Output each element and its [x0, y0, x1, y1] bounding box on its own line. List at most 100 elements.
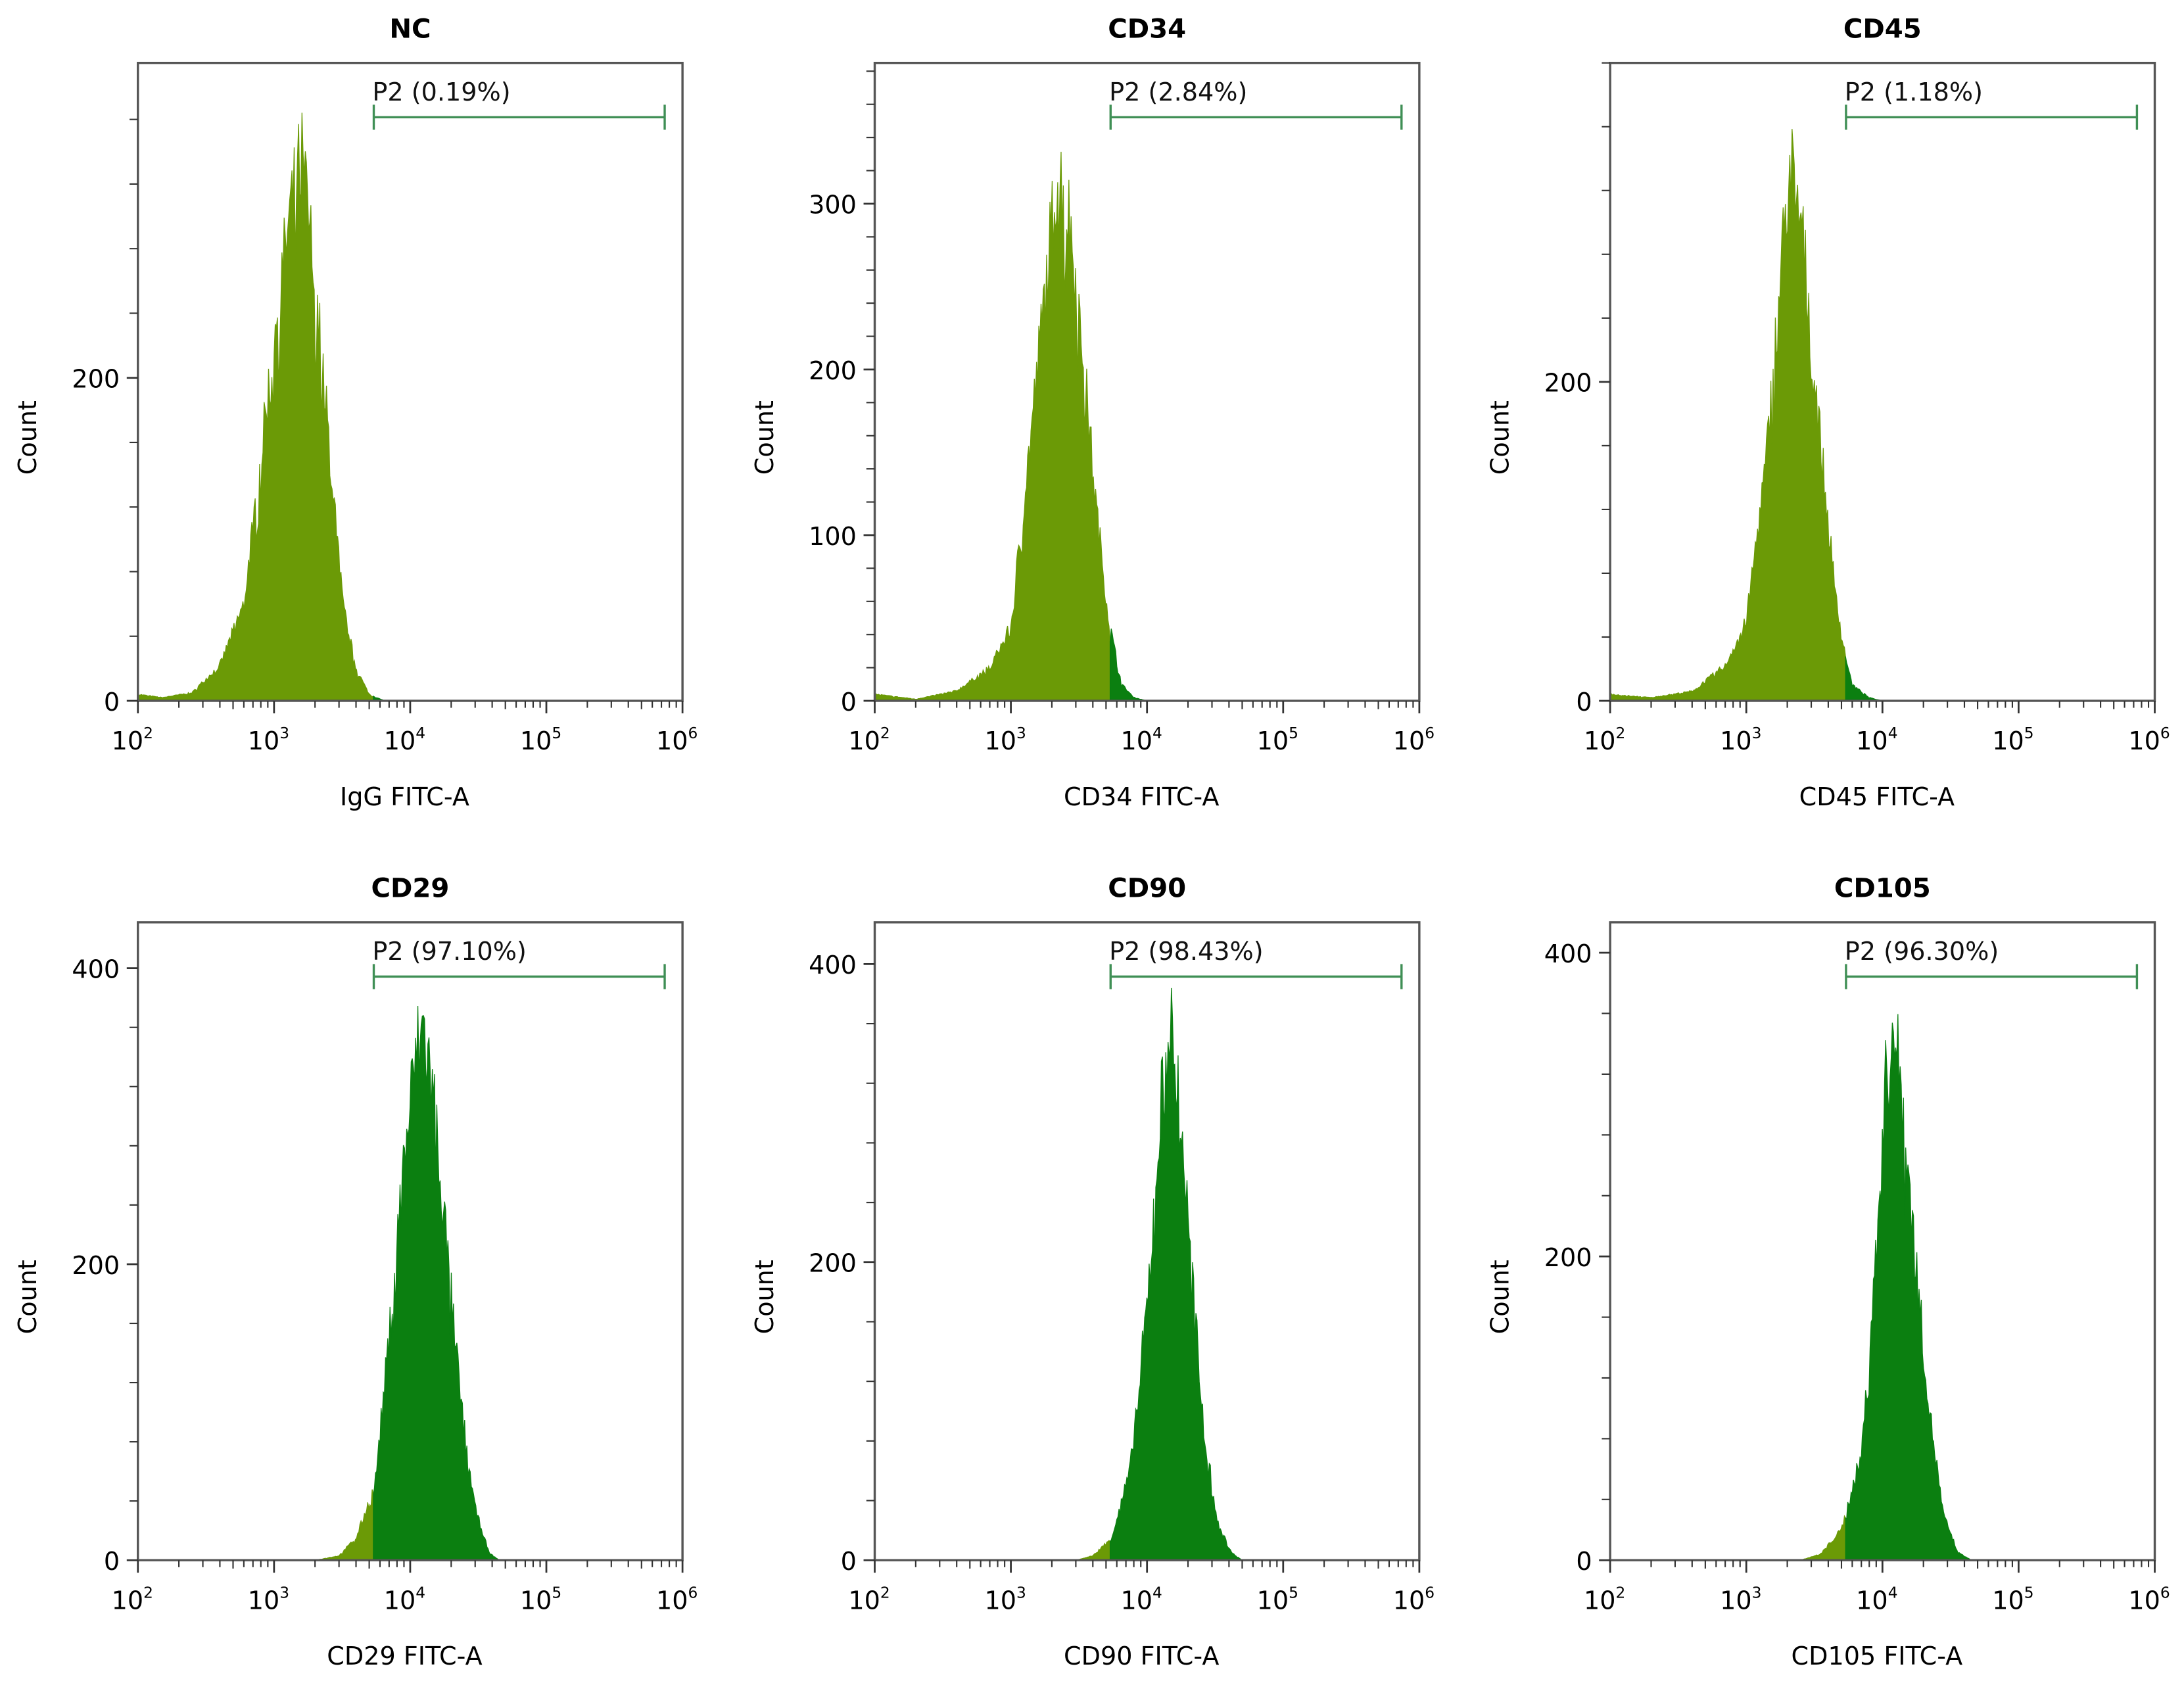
x-tick-exponent: 4	[415, 1584, 425, 1601]
y-tick-label: 200	[72, 365, 120, 394]
y-tick-label: 0	[1576, 1547, 1592, 1576]
x-tick-exponent: 6	[1425, 1584, 1435, 1601]
x-tick-base: 10	[384, 726, 416, 755]
y-tick-label: 400	[1544, 939, 1592, 968]
panel-title: CD34	[1108, 14, 1186, 45]
gate-label: P2 (0.19%)	[372, 78, 510, 107]
x-tick-base: 10	[248, 726, 280, 755]
x-tick-exponent: 3	[1016, 1584, 1026, 1601]
x-tick-exponent: 6	[688, 1584, 698, 1601]
plot-frame	[1609, 61, 2156, 702]
y-tick-label: 0	[1576, 688, 1592, 717]
x-tick-exponent: 3	[279, 724, 289, 742]
x-tick-exponent: 4	[1152, 1584, 1162, 1601]
x-tick-base: 10	[1856, 726, 1888, 755]
x-tick-base: 10	[1584, 1586, 1616, 1615]
x-tick-exponent: 2	[880, 1584, 890, 1601]
y-tick-label: 200	[809, 356, 857, 385]
x-tick-base: 10	[520, 1586, 552, 1615]
histogram-area-gated	[1845, 656, 2153, 701]
x-tick-base: 10	[1257, 1586, 1289, 1615]
histogram-area-gated	[373, 1005, 681, 1561]
histogram-area-gated	[1109, 987, 1418, 1561]
x-tick-exponent: 2	[880, 724, 890, 742]
x-tick-exponent: 3	[1752, 724, 1762, 742]
gate-label: P2 (2.84%)	[1109, 78, 1247, 107]
x-tick-base: 10	[984, 1586, 1016, 1615]
x-tick-exponent: 5	[552, 1584, 561, 1601]
x-tick-label: 104	[1856, 1584, 1897, 1615]
y-axis-label: Count	[1485, 400, 1514, 475]
y-axis-label: Count	[13, 1260, 42, 1334]
x-tick-label: 106	[656, 724, 698, 755]
x-tick-base: 10	[1257, 726, 1289, 755]
x-tick-label: 104	[1121, 724, 1162, 755]
panel-title: CD45	[1843, 14, 1922, 45]
x-tick-base: 10	[656, 1586, 688, 1615]
x-tick-base: 10	[520, 726, 552, 755]
x-tick-base: 10	[1584, 726, 1616, 755]
y-axis-label: Count	[750, 400, 779, 475]
x-tick-exponent: 5	[2024, 724, 2034, 742]
y-tick-label: 0	[104, 1547, 120, 1576]
x-tick-base: 10	[384, 1586, 416, 1615]
x-tick-label: 106	[2128, 1584, 2170, 1615]
plot-frame	[873, 61, 1421, 702]
x-tick-label: 106	[656, 1584, 698, 1615]
y-axis-label: Count	[13, 400, 42, 475]
y-tick-label: 0	[841, 688, 857, 717]
histogram-area-ungated	[1611, 1515, 1846, 1561]
x-tick-exponent: 4	[1152, 724, 1162, 742]
x-tick-label: 105	[1992, 724, 2033, 755]
x-tick-exponent: 6	[2160, 1584, 2170, 1601]
x-tick-label: 103	[984, 1584, 1026, 1615]
x-tick-label: 105	[520, 724, 561, 755]
x-tick-exponent: 2	[143, 1584, 153, 1601]
x-tick-exponent: 6	[1425, 724, 1435, 742]
histogram-area-gated	[1109, 628, 1418, 701]
x-tick-exponent: 3	[1752, 1584, 1762, 1601]
x-tick-exponent: 3	[279, 1584, 289, 1601]
x-tick-base: 10	[848, 1586, 880, 1615]
x-tick-label: 105	[1257, 724, 1298, 755]
panel-title: CD29	[371, 874, 449, 904]
y-tick-label: 400	[809, 951, 857, 980]
histogram-area-ungated	[139, 1489, 374, 1561]
x-tick-label: 103	[1720, 1584, 1761, 1615]
x-tick-label: 102	[1584, 1584, 1625, 1615]
x-tick-base: 10	[984, 726, 1016, 755]
x-axis-label: CD34 FITC-A	[1064, 782, 1219, 811]
x-tick-base: 10	[248, 1586, 280, 1615]
gate-label: P2 (1.18%)	[1845, 78, 1983, 107]
x-tick-label: 106	[1393, 724, 1435, 755]
x-tick-label: 104	[384, 1584, 425, 1615]
x-tick-label: 102	[112, 724, 153, 755]
gate-label: P2 (98.43%)	[1109, 937, 1263, 966]
x-tick-base: 10	[112, 1586, 144, 1615]
histogram-area-ungated	[1611, 129, 1846, 701]
y-tick-label: 0	[104, 688, 120, 717]
y-tick-label: 200	[72, 1251, 120, 1280]
x-tick-base: 10	[656, 726, 688, 755]
x-tick-exponent: 5	[2024, 1584, 2034, 1601]
x-tick-label: 102	[848, 724, 890, 755]
x-tick-base: 10	[1992, 726, 2024, 755]
x-tick-base: 10	[1856, 1586, 1888, 1615]
x-tick-label: 104	[1856, 724, 1897, 755]
x-tick-exponent: 2	[1615, 1584, 1625, 1601]
x-tick-label: 102	[112, 1584, 153, 1615]
gate-label: P2 (97.10%)	[372, 937, 526, 966]
histogram-area-ungated	[876, 1540, 1111, 1561]
x-tick-label: 106	[1393, 1584, 1435, 1615]
y-tick-label: 0	[841, 1547, 857, 1576]
x-tick-label: 103	[1720, 724, 1761, 755]
y-axis-label: Count	[750, 1260, 779, 1334]
x-tick-exponent: 5	[1289, 1584, 1298, 1601]
